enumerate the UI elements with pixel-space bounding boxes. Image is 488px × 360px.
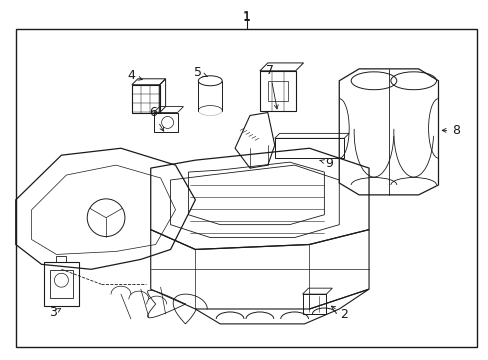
Text: 1: 1 xyxy=(243,10,250,23)
Text: 3: 3 xyxy=(49,306,61,319)
Text: 2: 2 xyxy=(331,306,347,321)
Text: 6: 6 xyxy=(148,106,163,131)
Text: 4: 4 xyxy=(127,69,142,82)
Text: 9: 9 xyxy=(319,157,333,170)
Text: 7: 7 xyxy=(265,64,278,109)
Text: 8: 8 xyxy=(441,124,459,137)
Text: 5: 5 xyxy=(194,66,207,79)
Text: 1: 1 xyxy=(243,11,250,24)
